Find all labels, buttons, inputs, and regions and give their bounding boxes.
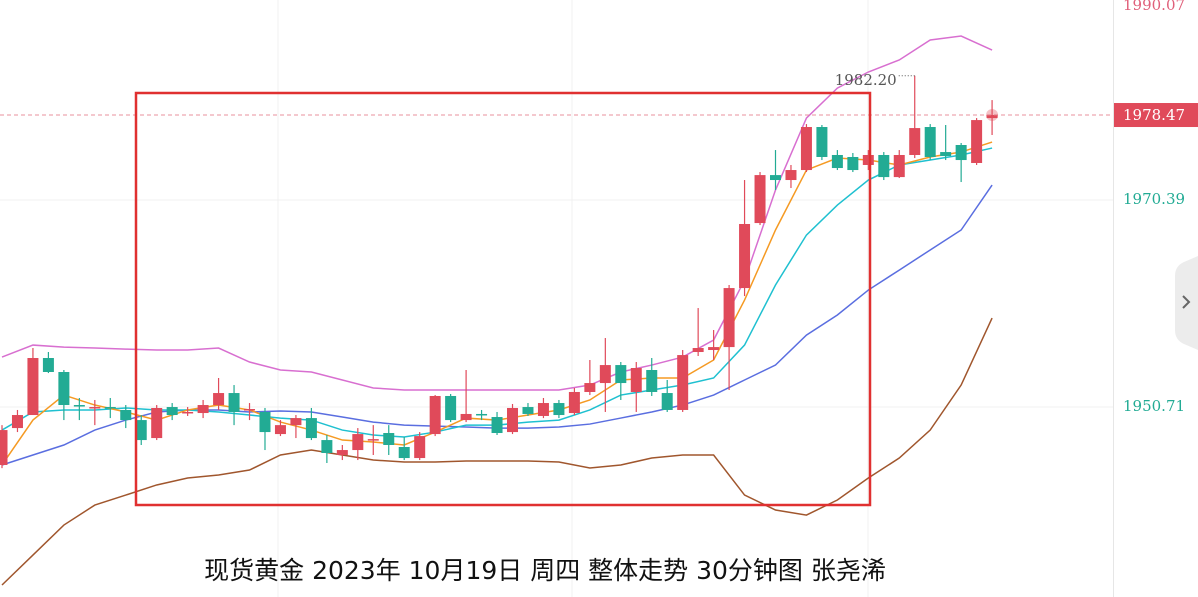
- candle-body: [785, 170, 797, 181]
- candle-body: [584, 383, 596, 392]
- candle-body: [0, 430, 8, 465]
- y-tick-label: 1970.39: [1123, 190, 1185, 208]
- indicator-line: [1, 147, 993, 438]
- candle-body: [120, 409, 132, 421]
- candle-body: [599, 365, 611, 384]
- candle-body: [336, 450, 348, 455]
- candle-body: [11, 415, 23, 429]
- candle-body: [646, 370, 658, 392]
- candle-body: [182, 411, 194, 414]
- candle-body: [708, 347, 720, 351]
- candle-body: [924, 127, 936, 157]
- candle-body: [847, 156, 859, 171]
- candle-body: [491, 417, 503, 434]
- candle-body: [553, 403, 565, 416]
- candle-body: [909, 128, 921, 155]
- candle-body: [476, 413, 488, 416]
- candle-body: [58, 371, 70, 406]
- background: [277, 0, 1114, 597]
- candle-body: [135, 420, 147, 441]
- candle-body: [27, 358, 39, 416]
- candle-body: [305, 418, 317, 439]
- candle-body: [537, 403, 549, 416]
- price-label: 1978.47: [1123, 106, 1185, 124]
- candle-body: [816, 127, 828, 157]
- candle-body: [42, 358, 54, 372]
- candle-body: [104, 407, 116, 409]
- candle-body: [383, 433, 395, 446]
- highlight-box: [134, 91, 872, 507]
- candle-body: [723, 288, 735, 348]
- indicator-line: [1, 35, 993, 391]
- candle-body: [321, 440, 333, 453]
- candle-body: [692, 348, 704, 353]
- candle-body: [166, 407, 178, 416]
- candle-body: [73, 405, 85, 407]
- candle-body: [522, 407, 534, 414]
- candle-body: [770, 175, 781, 181]
- candle-body: [615, 365, 627, 384]
- high-label: 1982.20: [835, 71, 897, 89]
- chevron[interactable]: [1182, 295, 1191, 309]
- candle-body: [367, 439, 379, 441]
- price-box: [1114, 103, 1198, 128]
- candle-body: [986, 115, 998, 119]
- candle-body: [244, 409, 256, 411]
- candle-body: [739, 223, 751, 289]
- candle-body: [460, 413, 472, 421]
- candle-body: [754, 175, 766, 224]
- y-tick-label: 1990.07: [1123, 0, 1185, 14]
- candle-body: [274, 425, 286, 435]
- candle-body: [940, 152, 952, 157]
- candle-body: [290, 418, 302, 426]
- candle-body: [831, 154, 843, 169]
- candle-body: [568, 391, 580, 414]
- candle-body: [89, 407, 101, 409]
- candle-body: [862, 154, 874, 165]
- candle-body: [259, 411, 271, 433]
- candle-body: [445, 395, 457, 421]
- candle-body: [677, 355, 689, 410]
- candle-body: [971, 120, 983, 163]
- candle-body: [878, 154, 890, 178]
- plot: 1982.20: [0, 35, 1113, 586]
- candle-body: [197, 405, 209, 414]
- candle-body: [398, 446, 410, 459]
- candle-body: [213, 393, 225, 406]
- candle-body: [151, 407, 163, 439]
- candle-body: [661, 393, 673, 410]
- candle-body: [414, 436, 426, 459]
- candle-body: [507, 407, 519, 433]
- candle-body: [228, 393, 240, 412]
- price-dot: [986, 109, 999, 122]
- side-tab-bg[interactable]: [1175, 256, 1198, 350]
- candle-body: [800, 127, 812, 171]
- candle-body: [893, 154, 905, 178]
- candle-body: [352, 434, 364, 451]
- indicator-line: [1, 317, 993, 586]
- candle-body: [630, 368, 642, 392]
- caption: 现货黄金 2023年 10月19日 周四 整体走势 30分钟图 张尧浠: [204, 556, 886, 585]
- candle-body: [429, 395, 441, 435]
- candle-body: [955, 144, 967, 161]
- y-tick-label: 1950.71: [1123, 397, 1185, 415]
- side-tab[interactable]: [1175, 256, 1198, 350]
